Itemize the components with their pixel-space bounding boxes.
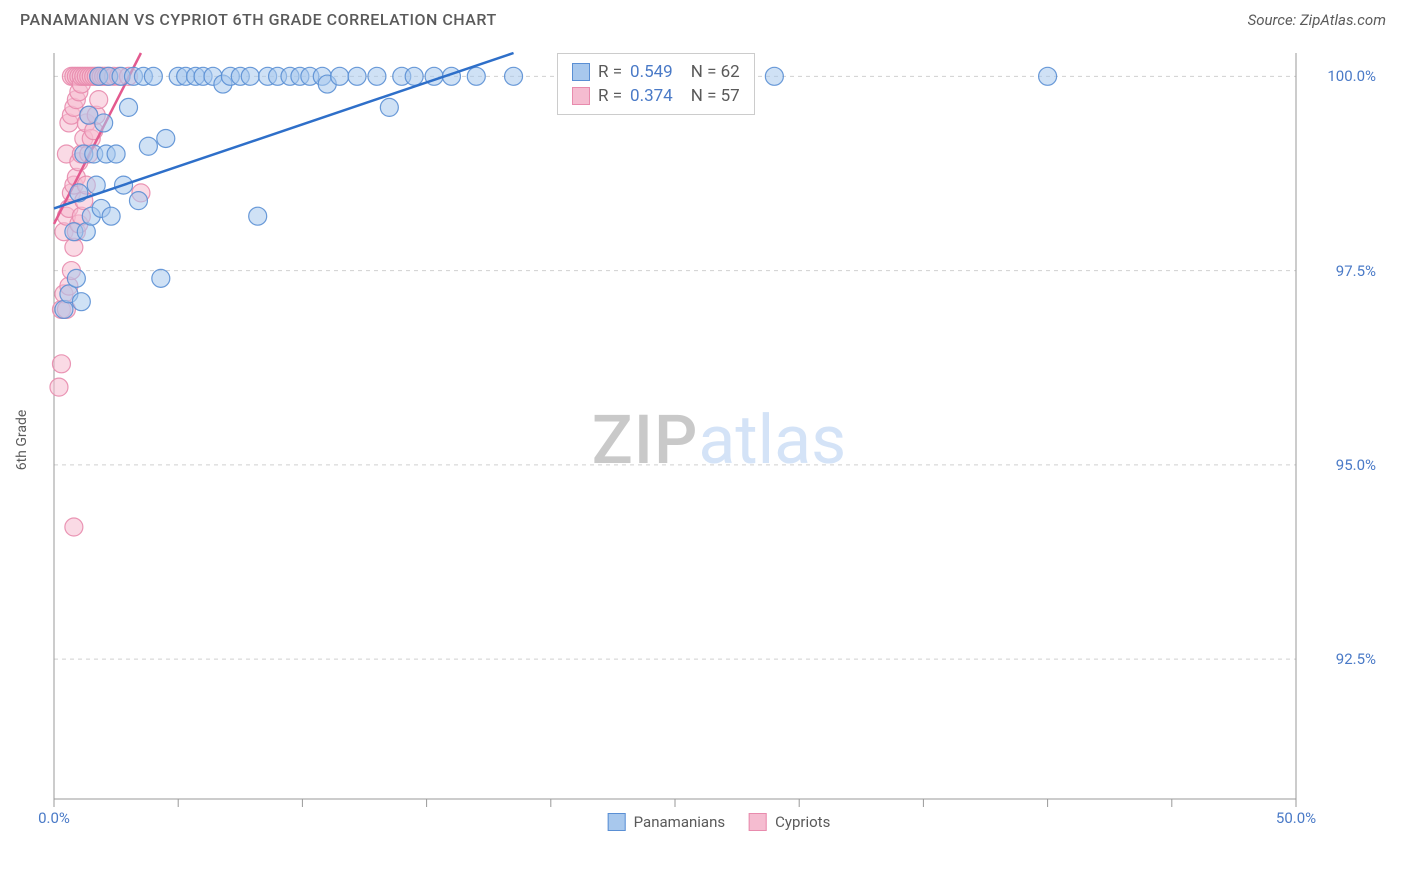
plot-area: ZIPatlas R = 0.549N = 62R = 0.374N = 57 … [52,45,1386,835]
x-tick-label: 50.0% [1276,809,1316,827]
y-tick-label: 97.5% [1336,262,1376,280]
chart-container: 6th Grade ZIPatlas R = 0.549N = 62R = 0.… [40,45,1386,835]
legend-stats-row: R = 0.549 N = 62 [572,60,740,84]
y-tick-label: 95.0% [1336,456,1376,474]
x-tick-label: 0.0% [38,809,70,827]
legend-r-label: R = [598,62,622,82]
legend-r-value: 0.549 [630,62,673,82]
legend-stats-box: R = 0.549 N = 62 R = 0.374 N = 57 [557,53,755,115]
legend-swatch [608,813,626,831]
y-axis-label: 6th Grade [14,410,30,471]
legend-swatch [749,813,767,831]
legend-r-label: R = [598,86,622,106]
bottom-legend-label: Panamanians [634,813,725,831]
bottom-legend-label: Cypriots [775,813,830,831]
legend-swatch [572,63,590,81]
legend-r-value: 0.374 [630,86,673,106]
y-tick-label: 92.5% [1336,650,1376,668]
chart-title: PANAMANIAN VS CYPRIOT 6TH GRADE CORRELAT… [20,10,497,29]
y-tick-label: 100.0% [1327,67,1376,85]
bottom-legend-item: Cypriots [749,813,830,831]
bottom-legend-item: Panamanians [608,813,725,831]
legend-n-label: N = 57 [691,86,740,106]
legend-stats-row: R = 0.374 N = 57 [572,84,740,108]
legend-swatch [572,87,590,105]
chart-source: Source: ZipAtlas.com [1248,11,1386,29]
chart-svg [52,45,1386,835]
bottom-legend: Panamanians Cypriots [608,813,831,831]
chart-header: PANAMANIAN VS CYPRIOT 6TH GRADE CORRELAT… [0,0,1406,35]
legend-n-label: N = 62 [691,62,740,82]
